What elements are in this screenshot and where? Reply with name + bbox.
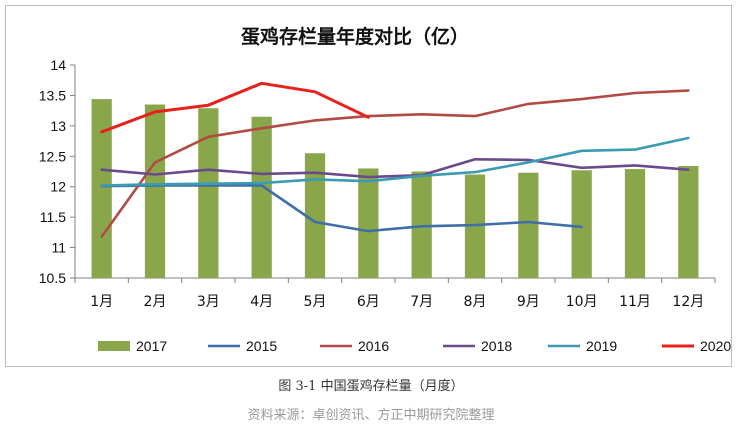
legend-label-2017: 2017 [136,338,167,354]
bar-2017 [91,99,112,278]
x-tick-label: 1月 [90,294,113,310]
series-line-2020 [100,81,370,134]
bar-2017 [678,166,699,278]
bar-2017 [624,169,646,278]
bar-2017 [518,172,539,278]
legend-label-2020: 2020 [700,338,731,354]
x-tick-label: 2月 [144,294,167,310]
line-series [100,81,690,238]
y-tick-label: 12.5 [39,148,66,164]
x-tick-label: 9月 [517,294,540,310]
bar-2017 [571,170,592,278]
y-tick-label: 13 [50,118,66,134]
bar-2017 [411,171,432,278]
legend-label-2016: 2016 [358,338,389,354]
figure-caption: 图 3-1 中国蛋鸡存栏量（月度） [278,379,464,394]
axes: 10.5 11 11.5 12 12.5 13 13.5 14 1月 2月 3月 4月 5月 6月 7月 8月… [39,57,716,310]
x-tick-label: 12月 [672,294,704,310]
legend-label-2019: 2019 [586,338,617,354]
bar-2017 [144,104,166,278]
bar-2017 [358,168,379,278]
series-line-2018 [100,158,690,179]
x-tick-label: 7月 [410,294,433,310]
x-tick-label: 6月 [357,294,380,310]
bar-series-2017 [91,99,699,278]
x-tick-label: 4月 [250,294,273,310]
y-tick-label: 11.5 [40,209,66,225]
series-line-2015 [100,184,583,233]
x-tick-label: 11月 [619,294,651,310]
series-line-2016 [100,89,690,238]
legend-swatch-2017 [98,341,130,351]
x-tick-label: 8月 [464,294,487,310]
bar-2017 [251,116,272,278]
bar-2017 [304,153,326,278]
x-tick-label: 10月 [566,294,598,310]
series-line-2019 [100,136,690,187]
y-tick-label: 10.5 [39,270,66,286]
bar-2017 [198,108,219,278]
source-note: 资料来源：卓创资讯、方正中期研究院整理 [247,408,495,423]
x-tick-label: 5月 [304,294,327,310]
legend-label-2018: 2018 [481,338,512,354]
chart-title: 蛋鸡存栏量年度对比（亿） [241,25,469,48]
legend-label-2015: 2015 [246,338,277,354]
chart: 蛋鸡存栏量年度对比（亿） 10.5 11 11.5 12 12.5 13 13.5 14 1月 2… [39,25,732,354]
y-tick-label: 11 [51,240,66,256]
y-tick-label: 13.5 [39,87,66,103]
legend: 2017 2015 2016 2018 2019 2020 [98,338,731,354]
y-tick-label: 12 [50,179,66,195]
x-tick-label: 3月 [197,294,220,310]
y-tick-label: 14 [50,57,66,73]
